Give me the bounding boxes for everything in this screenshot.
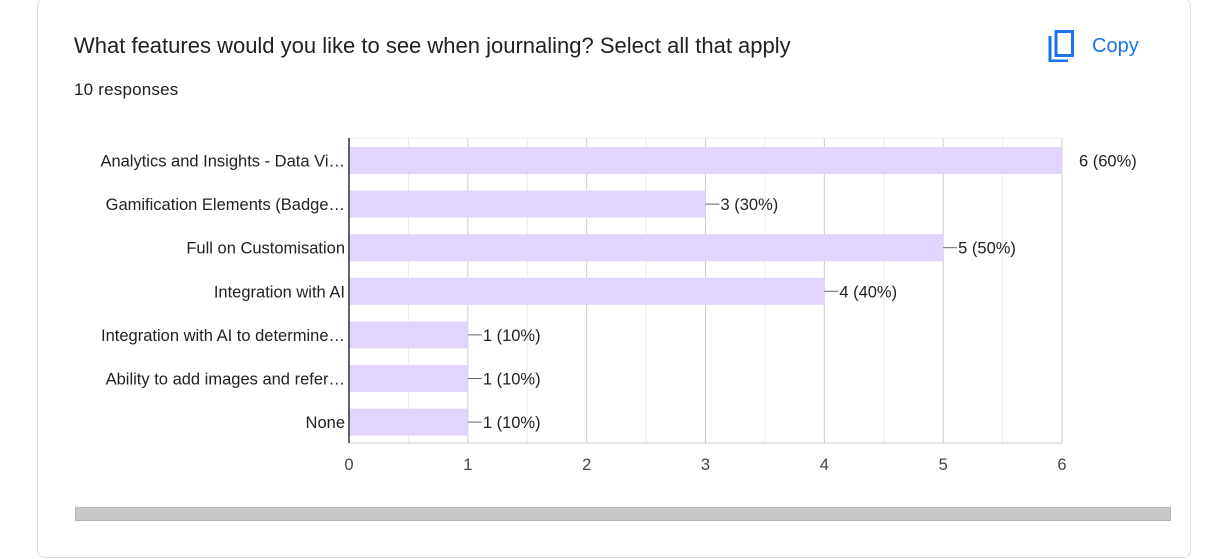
category-label: Gamification Elements (Badge… (106, 196, 345, 214)
bar (349, 147, 1062, 174)
data-label: 3 (30%) (721, 196, 779, 214)
bar (349, 365, 468, 392)
x-tick-labels: 0 1 2 3 4 5 6 (344, 456, 1066, 474)
horizontal-scrollbar[interactable] (75, 507, 1171, 521)
data-label: 6 (60%) (1079, 153, 1137, 171)
bar (349, 234, 944, 262)
copy-button[interactable]: Copy (1048, 28, 1139, 64)
data-label: 5 (50%) (958, 240, 1016, 258)
x-tick-label: 5 (939, 456, 948, 474)
grid-lines (349, 137, 1063, 444)
category-label: Full on Customisation (186, 240, 345, 258)
x-tick-label: 3 (701, 456, 710, 474)
bar-chart: 6 (60%) 3 (30%) 5 (50%) 4 (40%) 1 (10%) 1 (10… (100, 137, 1137, 474)
bar (349, 321, 468, 349)
data-labels: 6 (60%) 3 (30%) 5 (50%) 4 (40%) 1 (10%) 1 (10… (467, 153, 1137, 432)
copy-label: Copy (1092, 34, 1139, 57)
category-label: Integration with AI (214, 283, 345, 301)
category-label: None (306, 414, 345, 432)
category-label: Integration with AI to determine… (101, 327, 345, 345)
data-label: 4 (40%) (839, 283, 897, 301)
category-labels: Analytics and Insights - Data Vi… Gamific… (100, 153, 345, 433)
data-label: 1 (10%) (483, 371, 541, 389)
bar (349, 190, 706, 218)
category-label: Analytics and Insights - Data Vi… (100, 153, 345, 171)
bars (349, 147, 1062, 436)
x-tick-label: 0 (344, 456, 353, 474)
x-tick-label: 2 (582, 456, 591, 474)
data-label: 1 (10%) (483, 327, 541, 345)
response-count: 10 responses (74, 80, 179, 99)
x-tick-label: 1 (463, 456, 472, 474)
bar (349, 408, 468, 436)
category-label: Ability to add images and refer… (106, 371, 345, 389)
data-label: 1 (10%) (483, 414, 541, 432)
copy-icon (1048, 30, 1074, 62)
question-title: What features would you like to see when… (74, 33, 791, 58)
x-tick-label: 4 (820, 456, 829, 474)
x-tick-label: 6 (1057, 456, 1066, 474)
bar (349, 277, 825, 305)
